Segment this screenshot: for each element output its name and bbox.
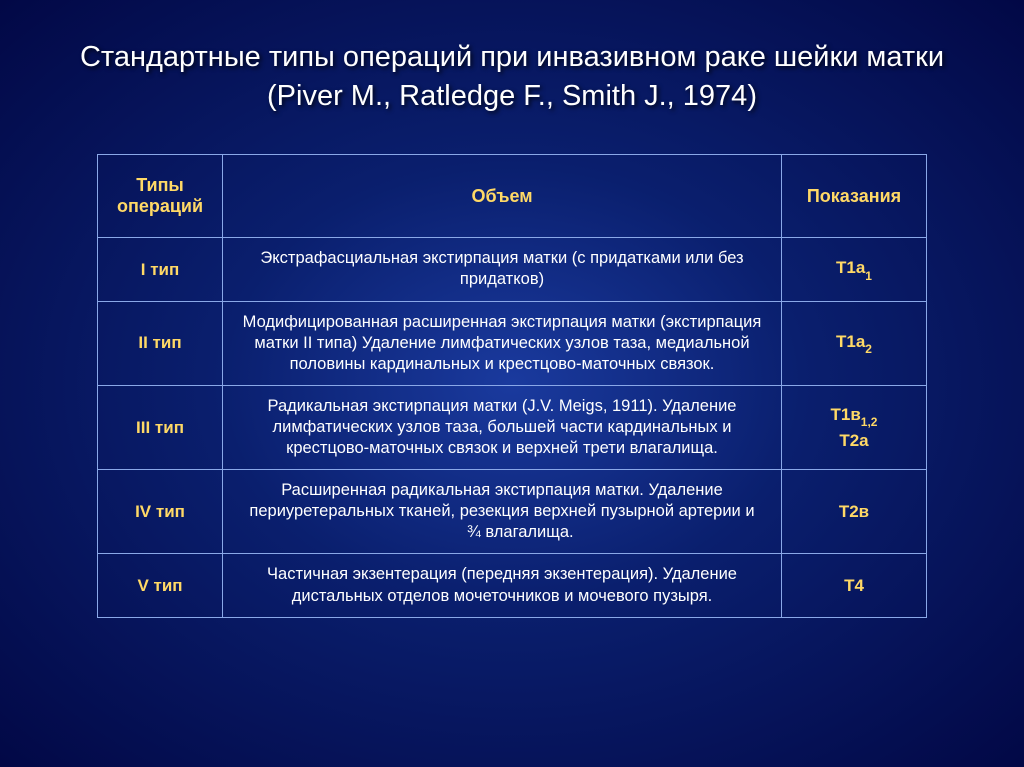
cell-volume: Модифицированная расширенная экстирпация… [223, 301, 782, 385]
table-row: II типМодифицированная расширенная эксти… [98, 301, 927, 385]
operations-table: Типы операций Объем Показания I типЭкстр… [97, 154, 927, 617]
table-row: V типЧастичная экзентерация (передняя эк… [98, 554, 927, 617]
cell-indication: T4 [782, 554, 927, 617]
cell-volume: Расширенная радикальная экстирпация матк… [223, 470, 782, 554]
cell-volume: Частичная экзентерация (передняя экзенте… [223, 554, 782, 617]
cell-indication: T1a1 [782, 238, 927, 301]
cell-type: I тип [98, 238, 223, 301]
cell-type: II тип [98, 301, 223, 385]
cell-indication: T1a2 [782, 301, 927, 385]
cell-type: III тип [98, 385, 223, 469]
cell-volume: Радикальная экстирпация матки (J.V. Meig… [223, 385, 782, 469]
cell-indication: T2в [782, 470, 927, 554]
cell-indication: T1в1,2T2a [782, 385, 927, 469]
header-type: Типы операций [98, 155, 223, 238]
header-indication: Показания [782, 155, 927, 238]
cell-type: IV тип [98, 470, 223, 554]
table-row: I типЭкстрафасциальная экстирпация матки… [98, 238, 927, 301]
header-volume: Объем [223, 155, 782, 238]
table-header-row: Типы операций Объем Показания [98, 155, 927, 238]
table-row: III типРадикальная экстирпация матки (J.… [98, 385, 927, 469]
table-row: IV типРасширенная радикальная экстирпаци… [98, 470, 927, 554]
cell-type: V тип [98, 554, 223, 617]
slide-title: Стандартные типы операций при инвазивном… [72, 38, 952, 116]
cell-volume: Экстрафасциальная экстирпация матки (с п… [223, 238, 782, 301]
